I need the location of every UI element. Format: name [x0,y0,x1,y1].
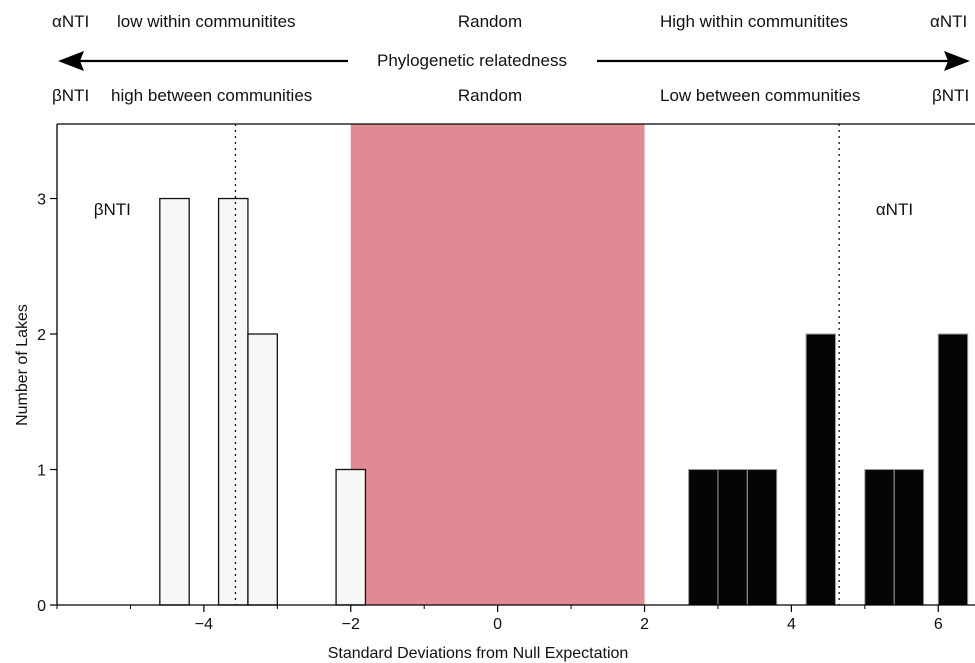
x-tick-label: −2 [342,616,360,633]
x-tick-label: 0 [493,616,502,633]
beta-nti-bar-2 [247,333,278,606]
relatedness-arrow: Phylogenetic relatedness [58,51,970,71]
header-row1-alpha-right: αNTI [930,12,967,31]
header-row1-alpha-left: αNTI [52,12,89,31]
beta-nti-bar-1 [217,197,249,606]
beta-nti-bar-0 [159,197,190,606]
series-annotation-1: αNTI [876,200,913,219]
random-band-layer [350,124,645,605]
header-row2-right: Low between communities [660,86,860,105]
header-row1-center: Random [458,12,522,31]
header-row1-left: low within communitites [117,12,296,31]
mean-lines-layer [234,124,840,605]
x-tick-label: −4 [195,616,213,633]
plot-frame-layer [56,123,975,606]
y-tick-label: 2 [37,327,46,344]
series-annotation-0: βNTI [94,200,131,219]
x-axis-label: Standard Deviations from Null Expectatio… [328,645,629,662]
arrow-left-head-icon [58,51,84,71]
alpha-nti-bar-4 [864,469,895,606]
random-band [350,124,645,605]
alpha-nti-bar-1 [717,469,748,606]
header-row1-right: High within communitites [660,12,848,31]
x-tick-label: 4 [787,616,796,633]
y-axis-label: Number of Lakes [14,304,31,426]
x-tick-label: 6 [934,616,943,633]
header-row2-left: high between communities [111,86,312,105]
y-tick-label: 1 [37,463,46,480]
arrow-right-head-icon [944,51,970,71]
header-row2-beta-right: βNTI [932,86,969,105]
alpha-nti-bar-3 [805,333,836,606]
x-tick-label: 2 [640,616,649,633]
axis-ticks-layer: −4 −2 0 2 4 6 0 1 2 3 [37,192,943,633]
header-row2-center: Random [458,86,522,105]
beta-nti-bar-3 [335,468,367,606]
annotations-layer: βNTI αNTI [94,200,913,219]
header-row2-beta-left: βNTI [52,86,89,105]
alpha-nti-bar-0 [688,469,719,606]
y-tick-label: 0 [37,598,46,615]
alpha-nti-bar-6 [937,333,969,606]
y-tick-label: 3 [37,192,46,209]
alpha-nti-bar-5 [893,469,925,606]
alpha-nti-bar-2 [746,469,778,606]
arrow-label: Phylogenetic relatedness [377,51,567,70]
